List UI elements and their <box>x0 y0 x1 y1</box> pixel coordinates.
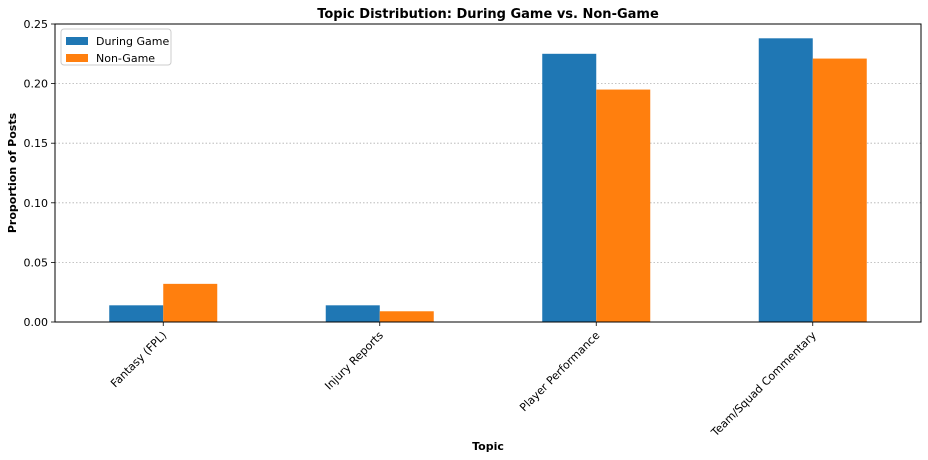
bar <box>542 53 597 323</box>
y-axis-title: Proportion of Posts <box>6 112 19 233</box>
x-tick-label: Injury Reports <box>322 329 386 393</box>
bars <box>109 38 867 323</box>
y-tick-label: 0.20 <box>24 78 49 91</box>
y-ticks: 0.00 0.05 0.10 0.15 0.20 0.25 <box>24 18 55 329</box>
bar <box>758 38 813 322</box>
y-tick-label: 0.15 <box>24 137 49 150</box>
legend-swatch <box>66 37 88 45</box>
y-tick-label: 0.05 <box>24 256 49 269</box>
chart-title: Topic Distribution: During Game vs. Non-… <box>317 7 659 22</box>
legend-box <box>60 28 172 66</box>
legend-swatch <box>66 54 88 62</box>
x-tick-label: Team/Squad Commentary <box>708 329 819 440</box>
legend-label: During Game <box>96 35 169 48</box>
bar <box>812 58 867 323</box>
y-tick-label: 0.00 <box>24 316 49 329</box>
y-tick-label: 0.10 <box>24 197 49 210</box>
bar <box>325 305 380 322</box>
y-tick-label: 0.25 <box>24 18 49 31</box>
x-tick-label: Player Performance <box>517 329 602 414</box>
bar <box>163 283 218 322</box>
bar <box>596 89 651 322</box>
x-tick-label: Fantasy (FPL) <box>108 329 169 390</box>
x-axis-title: Topic <box>472 440 504 453</box>
legend-label: Non-Game <box>96 52 155 65</box>
axes <box>54 23 922 323</box>
bar <box>109 305 164 322</box>
legend: During Game Non-Game <box>60 28 172 66</box>
plot-frame <box>54 23 922 323</box>
x-ticks: Fantasy (FPL) Injury Reports Player Perfor… <box>108 322 819 440</box>
bar <box>379 311 434 322</box>
